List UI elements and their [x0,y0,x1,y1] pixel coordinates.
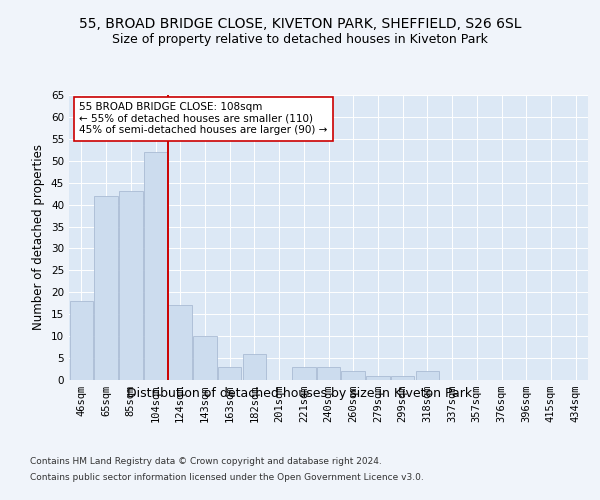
Bar [70,301,93,380]
Text: Contains HM Land Registry data © Crown copyright and database right 2024.: Contains HM Land Registry data © Crown c… [30,458,382,466]
Bar [169,306,192,380]
Text: 55, BROAD BRIDGE CLOSE, KIVETON PARK, SHEFFIELD, S26 6SL: 55, BROAD BRIDGE CLOSE, KIVETON PARK, SH… [79,18,521,32]
Y-axis label: Number of detached properties: Number of detached properties [32,144,46,330]
Text: Size of property relative to detached houses in Kiveton Park: Size of property relative to detached ho… [112,32,488,46]
Bar [341,371,365,380]
Bar [242,354,266,380]
Bar [218,367,241,380]
Bar [391,376,415,380]
Bar [366,376,389,380]
Bar [94,196,118,380]
Bar [317,367,340,380]
Bar [292,367,316,380]
Bar [119,192,143,380]
Text: 55 BROAD BRIDGE CLOSE: 108sqm
← 55% of detached houses are smaller (110)
45% of : 55 BROAD BRIDGE CLOSE: 108sqm ← 55% of d… [79,102,328,136]
Text: Distribution of detached houses by size in Kiveton Park: Distribution of detached houses by size … [127,388,473,400]
Bar [193,336,217,380]
Bar [144,152,167,380]
Bar [416,371,439,380]
Text: Contains public sector information licensed under the Open Government Licence v3: Contains public sector information licen… [30,472,424,482]
